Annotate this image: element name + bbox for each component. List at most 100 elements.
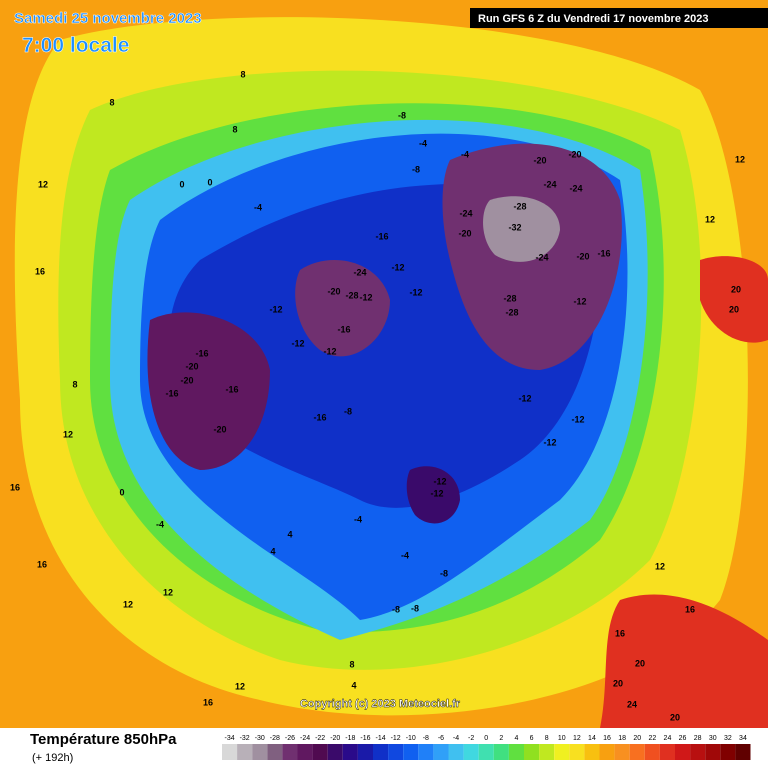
contour-label: -28 [345,290,358,300]
contour-label: -20 [327,286,340,296]
contour-label: -16 [375,231,388,241]
colorbar-tick-label: -6 [438,735,444,742]
contour-label: -12 [433,476,446,486]
colorbar-tick-label: -24 [300,735,310,742]
colorbar-tick-label: 28 [694,735,702,742]
color-swatch [493,744,509,760]
color-swatch [690,744,706,760]
contour-label: 20 [613,678,623,688]
color-swatch [720,744,736,760]
colorbar-tick-label: 0 [484,735,488,742]
contour-label: 12 [163,587,173,597]
contour-label: 24 [627,699,637,709]
contour-label: 8 [72,379,77,389]
contour-label: 16 [10,482,20,492]
contour-label: -16 [225,384,238,394]
color-swatch [327,744,343,760]
color-swatch [659,744,675,760]
color-swatch [312,744,328,760]
color-swatch [373,744,389,760]
color-swatch [599,744,615,760]
contour-label: -8 [398,110,406,120]
colorbar-tick-label: 26 [679,735,687,742]
contour-label: 16 [203,697,213,707]
contour-label: -20 [185,361,198,371]
contour-label: -16 [165,388,178,398]
colorbar-tick-label: 30 [709,735,717,742]
contour-label: 20 [729,304,739,314]
contour-label: -20 [458,228,471,238]
colorbar-tick-label: 24 [664,735,672,742]
color-swatch [342,744,358,760]
contour-label: 0 [119,487,124,497]
colorbar-tick-label: -26 [285,735,295,742]
contour-label: 8 [109,97,114,107]
contour-label: -12 [291,338,304,348]
color-swatch [644,744,660,760]
contour-label: 16 [35,266,45,276]
color-swatch [418,744,434,760]
contour-label: -28 [505,307,518,317]
color-swatch [252,744,268,760]
contour-label: -16 [313,412,326,422]
contour-label: -16 [337,324,350,334]
contour-label: -8 [411,603,419,613]
contour-label: 8 [232,124,237,134]
color-swatch [297,744,313,760]
contour-label: -4 [461,149,469,159]
colorbar-tick-label: -8 [423,735,429,742]
color-swatch [735,744,751,760]
contour-label: -32 [508,222,521,232]
color-swatch [237,744,253,760]
contour-label: -12 [323,346,336,356]
colorbar-tick-label: -28 [270,735,280,742]
contour-label: 12 [38,179,48,189]
color-swatch [357,744,373,760]
contour-label: -28 [513,201,526,211]
contour-label: 20 [635,658,645,668]
color-swatch [569,744,585,760]
colorbar-tick-label: -32 [240,735,250,742]
contour-label: 12 [235,681,245,691]
contour-label: -12 [573,296,586,306]
time-title: 7:00 locale [22,34,129,57]
contour-label: -4 [254,202,262,212]
contour-label: 12 [735,154,745,164]
color-swatch [539,744,555,760]
color-swatch [448,744,464,760]
contour-label: 12 [123,599,133,609]
contour-label: -8 [344,406,352,416]
contour-label: 0 [179,179,184,189]
contour-label: -20 [180,375,193,385]
colorbar-tick-label: -12 [391,735,401,742]
contour-label: -12 [571,414,584,424]
contour-label: 16 [615,628,625,638]
contour-label: -4 [354,514,362,524]
color-swatch [267,744,283,760]
contour-label: -12 [409,287,422,297]
colorbar-tick-label: -4 [453,735,459,742]
map-field [0,0,768,728]
contour-label: 0 [207,177,212,187]
contour-label: 12 [63,429,73,439]
contour-label: -4 [401,550,409,560]
run-banner [470,8,768,28]
contour-label: -16 [597,248,610,258]
color-swatch [478,744,494,760]
color-swatch [282,744,298,760]
color-swatch [554,744,570,760]
colorbar-tick-label: 8 [545,735,549,742]
colorbar-tick-label: 20 [633,735,641,742]
color-swatch [508,744,524,760]
contour-label: -24 [353,267,366,277]
colorbar-tick-label: -30 [255,735,265,742]
colorbar-tick-label: 32 [724,735,732,742]
color-swatch [584,744,600,760]
contour-label: -12 [359,292,372,302]
color-swatch [629,744,645,760]
colorbar: -34 -32 -30 -28 -26 -24 -22 -20 -18 -16 -14 -12 -10-… [222,735,751,760]
legend-title: Température 850hPa [30,731,177,748]
colorbar-tick-label: -14 [375,735,385,742]
colorbar-tick-label: -10 [406,735,416,742]
